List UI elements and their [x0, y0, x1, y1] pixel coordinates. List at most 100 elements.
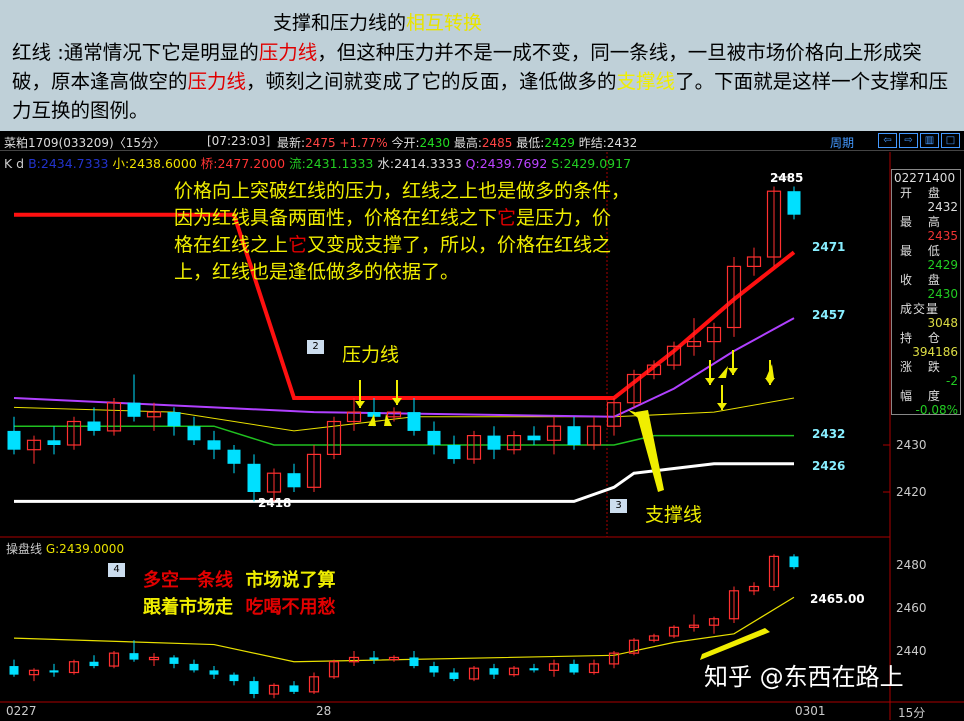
arrow-right-icon[interactable]: ⇨: [899, 133, 918, 148]
y-tick: 2430: [896, 438, 927, 452]
ind-small: 小:2438.6000: [112, 156, 197, 171]
lower-candle: [189, 663, 199, 671]
white-line-value: 2426: [812, 459, 846, 473]
candle: [207, 440, 221, 450]
lower-candle: [489, 668, 499, 675]
candle: [386, 411, 402, 418]
lower-candle: [229, 674, 239, 682]
marker-4: 4: [108, 563, 125, 577]
lower-g: G:2439.0000: [45, 542, 125, 556]
purple-line: [13, 317, 795, 418]
candle: [47, 440, 61, 445]
intro-pressure: 压力线: [187, 70, 247, 93]
lower-candle: [308, 676, 320, 693]
info-chg-label: 涨 跌: [900, 359, 946, 374]
candle: [726, 265, 742, 329]
time: [07:23:03]: [207, 134, 271, 148]
latest: 2475: [305, 136, 336, 150]
ind-bridge: 桥:2477.2000: [200, 156, 286, 171]
intro-part: ，但这种压力并不是一成不变，同一条线，一旦被市场价格向上形成突破，原本逢高做空的: [12, 41, 922, 93]
arrow-head-icon: [355, 401, 365, 408]
info-open-label: 开 盘: [900, 185, 946, 200]
info-chg: -2: [946, 374, 958, 388]
candle: [407, 412, 421, 431]
lower-candle: [268, 684, 280, 695]
info-low-label: 最 低: [900, 243, 946, 258]
period-button[interactable]: 周期: [830, 136, 855, 150]
arrow-left-icon[interactable]: ⇦: [878, 133, 897, 148]
candle: [606, 402, 622, 427]
indicator-line: K d B:2434.7333 小:2438.6000 桥:2477.2000 …: [4, 153, 631, 172]
info-vol: 3048: [927, 316, 958, 330]
y-tick: 2440: [896, 644, 927, 658]
nav-buttons: ⇦ ⇨ ▥ □: [878, 133, 960, 148]
candle: [447, 445, 461, 460]
arrow-icon: [368, 414, 376, 426]
lower-name: 操盘线: [6, 542, 43, 556]
red-line-value: 2471: [812, 240, 846, 254]
lower-candle: [708, 618, 720, 626]
candle: [227, 449, 241, 464]
support-arrow-head-icon: [628, 410, 648, 418]
ann-part: 是压力，价 格在红线之上: [174, 207, 612, 256]
window-icon[interactable]: □: [941, 133, 960, 148]
lower-candle: [108, 652, 120, 667]
green-line: [14, 425, 794, 446]
info-pct: -0.08%: [915, 403, 958, 417]
lower-candle: [608, 652, 620, 665]
watermark: 知乎 @东西在路上: [704, 663, 904, 691]
lower-candle: [468, 667, 480, 680]
candle: [127, 402, 141, 417]
open-label: 今开:: [391, 136, 420, 150]
candle: [546, 425, 562, 441]
lower-candle: [508, 667, 520, 676]
symbol[interactable]: 菜粕1709(033209)〈15分〉: [4, 136, 165, 150]
info-oi-label: 持 仓: [900, 330, 946, 345]
lower-candle: [569, 663, 579, 673]
high-value-label: 2485: [770, 171, 804, 185]
candle: [306, 453, 322, 488]
ann-part: 又变成支撑了，所以，价格在红线之 上，红线也是逢低做多的依据了。: [174, 234, 612, 283]
lower-candle: [169, 657, 179, 664]
slogan-2b: 吃喝不用愁: [245, 597, 336, 618]
candle: [66, 420, 82, 446]
marker-2: 2: [307, 340, 324, 354]
intro-part: ，顿刻之间就变成了它的反面，逢低做多的: [246, 70, 617, 93]
explanation-header: 支撑和压力线的相互转换 红线 :通常情况下它是明显的压力线，但这种压力并不是一成…: [0, 0, 964, 131]
candle: [626, 373, 642, 404]
lower-candle: [529, 668, 539, 671]
intro-part: 红线 :通常情况下它是明显的: [12, 41, 259, 64]
candle: [527, 435, 541, 441]
lower-candle: [429, 666, 439, 673]
ann-part-red: 它: [497, 207, 517, 229]
arrow-head-icon: [717, 403, 727, 410]
lower-candle: [348, 656, 360, 663]
white-line: [14, 462, 794, 503]
lower-candle: [148, 656, 160, 661]
lower-candle: [89, 661, 99, 667]
info-close: 2430: [927, 287, 958, 301]
candle: [586, 425, 602, 446]
g-line: [13, 596, 795, 663]
candle: [187, 426, 201, 441]
candle: [346, 411, 362, 423]
ann-part-red: 它: [288, 234, 308, 256]
candle: [287, 473, 301, 488]
lower-candle: [129, 653, 139, 660]
split-icon[interactable]: ▥: [920, 133, 939, 148]
arrow-icon: [384, 414, 392, 426]
quote-bar: 菜粕1709(033209)〈15分〉 [07:23:03] 最新:2475 +…: [0, 131, 964, 151]
support-line-label: 支撑线: [645, 504, 703, 526]
x-tick: 0227: [6, 704, 37, 718]
lower-candle: [648, 635, 660, 641]
lower-candle: [449, 672, 459, 679]
candle: [646, 364, 662, 376]
lower-candle: [748, 585, 760, 592]
intro-part: 了。下面就是这样一个支撑和压力互换的图例。: [12, 70, 949, 122]
y-tick: 2420: [896, 485, 927, 499]
ind-water: 水:2414.3333: [377, 156, 462, 171]
lower-candle: [9, 666, 19, 675]
marker-3: 3: [610, 499, 627, 513]
lower-candle: [289, 685, 299, 692]
